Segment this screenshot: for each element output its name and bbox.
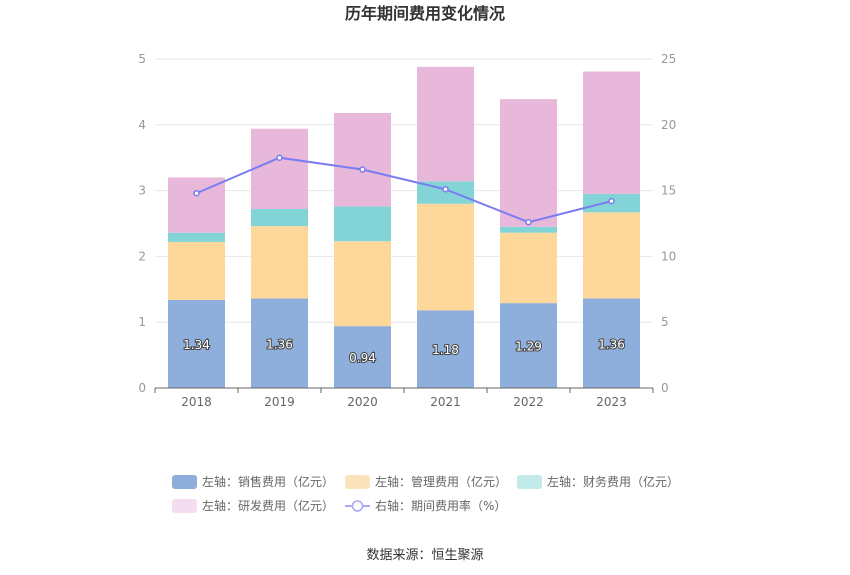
legend-label: 左轴：研发费用（亿元）: [202, 498, 334, 513]
legend-label: 左轴：管理费用（亿元）: [375, 474, 507, 489]
rate-point: [359, 166, 366, 173]
bar-segment: [251, 226, 308, 299]
bar-segment: [334, 326, 391, 388]
x-tick-label: 2018: [181, 395, 212, 409]
bar-segment: [583, 212, 640, 299]
bar-segment: [500, 99, 557, 227]
x-axis: 2018 2019 2020 2021 2022 2023: [154, 387, 654, 409]
legend-marker-icon: [351, 500, 364, 512]
x-tick-label: 2020: [347, 395, 378, 409]
left-axis-ticks: 0 1 2 3 4 5: [138, 52, 146, 395]
bar-series: [168, 66, 640, 388]
bar-segment: [168, 177, 225, 233]
legend-swatch: [517, 475, 542, 489]
rate-line-path: [196, 156, 612, 224]
bar-segment: [500, 303, 557, 388]
rate-point: [276, 154, 283, 161]
bar-segment: [334, 206, 391, 242]
data-labels: 1.34 1.36 0.94 1.18 1.29 1.36: [182, 336, 626, 366]
right-tick-label: 25: [661, 52, 676, 66]
bar-segment: [417, 310, 474, 388]
bar-segment: [168, 232, 225, 242]
data-label: 1.36: [266, 337, 293, 351]
left-tick-label: 3: [138, 184, 146, 198]
data-label: 1.34: [183, 338, 210, 352]
left-tick-label: 2: [138, 249, 146, 263]
expense-rate-line: [193, 154, 615, 226]
legend-label: 左轴：财务费用（亿元）: [547, 474, 679, 489]
data-label: 0.94: [349, 351, 376, 365]
bar-segment: [417, 203, 474, 311]
bar-segment: [500, 232, 557, 304]
bar-segment: [168, 299, 225, 388]
rate-point: [608, 197, 615, 205]
right-tick-label: 5: [661, 315, 669, 329]
bar-segment: [417, 66, 474, 182]
bar-segment: [168, 241, 225, 300]
x-tick-label: 2023: [596, 395, 627, 409]
chart-title: 历年期间费用变化情况: [345, 4, 505, 23]
legend-label: 左轴：销售费用（亿元）: [202, 474, 334, 489]
right-tick-label: 10: [661, 249, 676, 263]
bar-segment: [251, 128, 308, 210]
rate-point: [442, 186, 449, 193]
legend-swatch: [172, 475, 197, 489]
x-tick-label: 2022: [513, 395, 544, 409]
x-tick-label: 2019: [264, 395, 295, 409]
bar-segment: [583, 71, 640, 194]
bar-segment: [334, 241, 391, 327]
bar-segment: [500, 226, 557, 233]
left-tick-label: 5: [138, 52, 146, 66]
right-axis-ticks: 0 5 10 15 20 25: [661, 52, 676, 395]
data-label: 1.18: [432, 343, 459, 357]
data-label: 1.29: [515, 340, 542, 354]
left-tick-label: 1: [138, 315, 146, 329]
bar-segment: [583, 298, 640, 388]
bar-segment: [334, 112, 391, 207]
right-tick-label: 15: [661, 184, 676, 198]
bar-segment: [251, 298, 308, 388]
left-tick-label: 0: [138, 381, 146, 395]
legend-swatch: [345, 475, 370, 489]
legend-swatch: [172, 499, 197, 513]
rate-point: [193, 189, 200, 197]
bar-segment: [251, 209, 308, 227]
grid-lines: [155, 58, 653, 323]
source-note: 数据来源：恒生聚源: [366, 548, 483, 563]
data-label: 1.36: [598, 337, 625, 351]
right-tick-label: 0: [661, 381, 669, 395]
right-tick-label: 20: [661, 118, 676, 132]
bar-segment: [417, 181, 474, 204]
legend-label: 右轴：期间费用率（%）: [375, 498, 506, 513]
left-tick-label: 4: [138, 118, 146, 132]
rate-point: [525, 218, 532, 226]
x-tick-label: 2021: [430, 395, 461, 409]
legend: 左轴：销售费用（亿元） 左轴：管理费用（亿元） 左轴：财务费用（亿元） 左轴：研发费用…: [172, 474, 679, 513]
